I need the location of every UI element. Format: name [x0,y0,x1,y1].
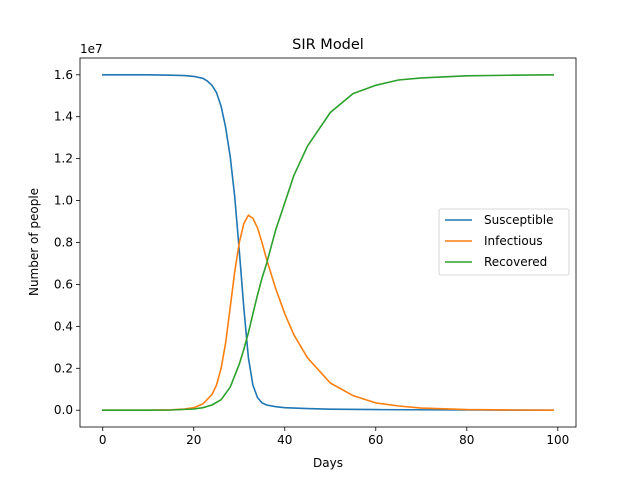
series-lines [102,73,555,412]
legend-label-susceptible: Susceptible [484,213,553,227]
chart-title: SIR Model [292,37,364,53]
x-axis-label: Days [313,456,343,470]
y-tick-label: 1.0 [54,194,73,208]
y-tick-label: 1.2 [54,152,73,166]
y-tick-label: 0.0 [54,403,73,417]
x-tick-label: 20 [186,433,201,447]
series-line-susceptible [102,74,555,412]
x-tick-label: 100 [546,433,569,447]
y-axis-ticks: 0.0 0.2 0.4 0.6 0.8 1.0 1.2 1.4 1.6 [54,68,80,417]
y-tick-label: 1.4 [54,110,73,124]
y-tick-label: 0.6 [54,277,73,291]
legend-label-infectious: Infectious [484,234,543,248]
legend-box [438,208,570,276]
legend-label-recovered: Recovered [484,255,547,269]
y-tick-label: 0.8 [54,236,73,250]
series-line-infectious [102,214,555,412]
x-tick-label: 80 [459,433,474,447]
y-tick-label: 0.4 [54,319,73,333]
x-tick-label: 40 [277,433,292,447]
legend: Susceptible Infectious Recovered [438,208,570,276]
series-line-recovered [102,73,555,411]
y-axis-label: Number of people [27,188,41,296]
y-tick-label: 0.2 [54,361,73,375]
x-axis-ticks: 0 20 40 60 80 100 [99,427,569,447]
x-tick-label: 60 [368,433,383,447]
y-tick-label: 1.6 [54,68,73,82]
x-tick-label: 0 [99,433,107,447]
plot-frame [79,57,577,428]
y-offset-label: 1e7 [80,42,103,56]
